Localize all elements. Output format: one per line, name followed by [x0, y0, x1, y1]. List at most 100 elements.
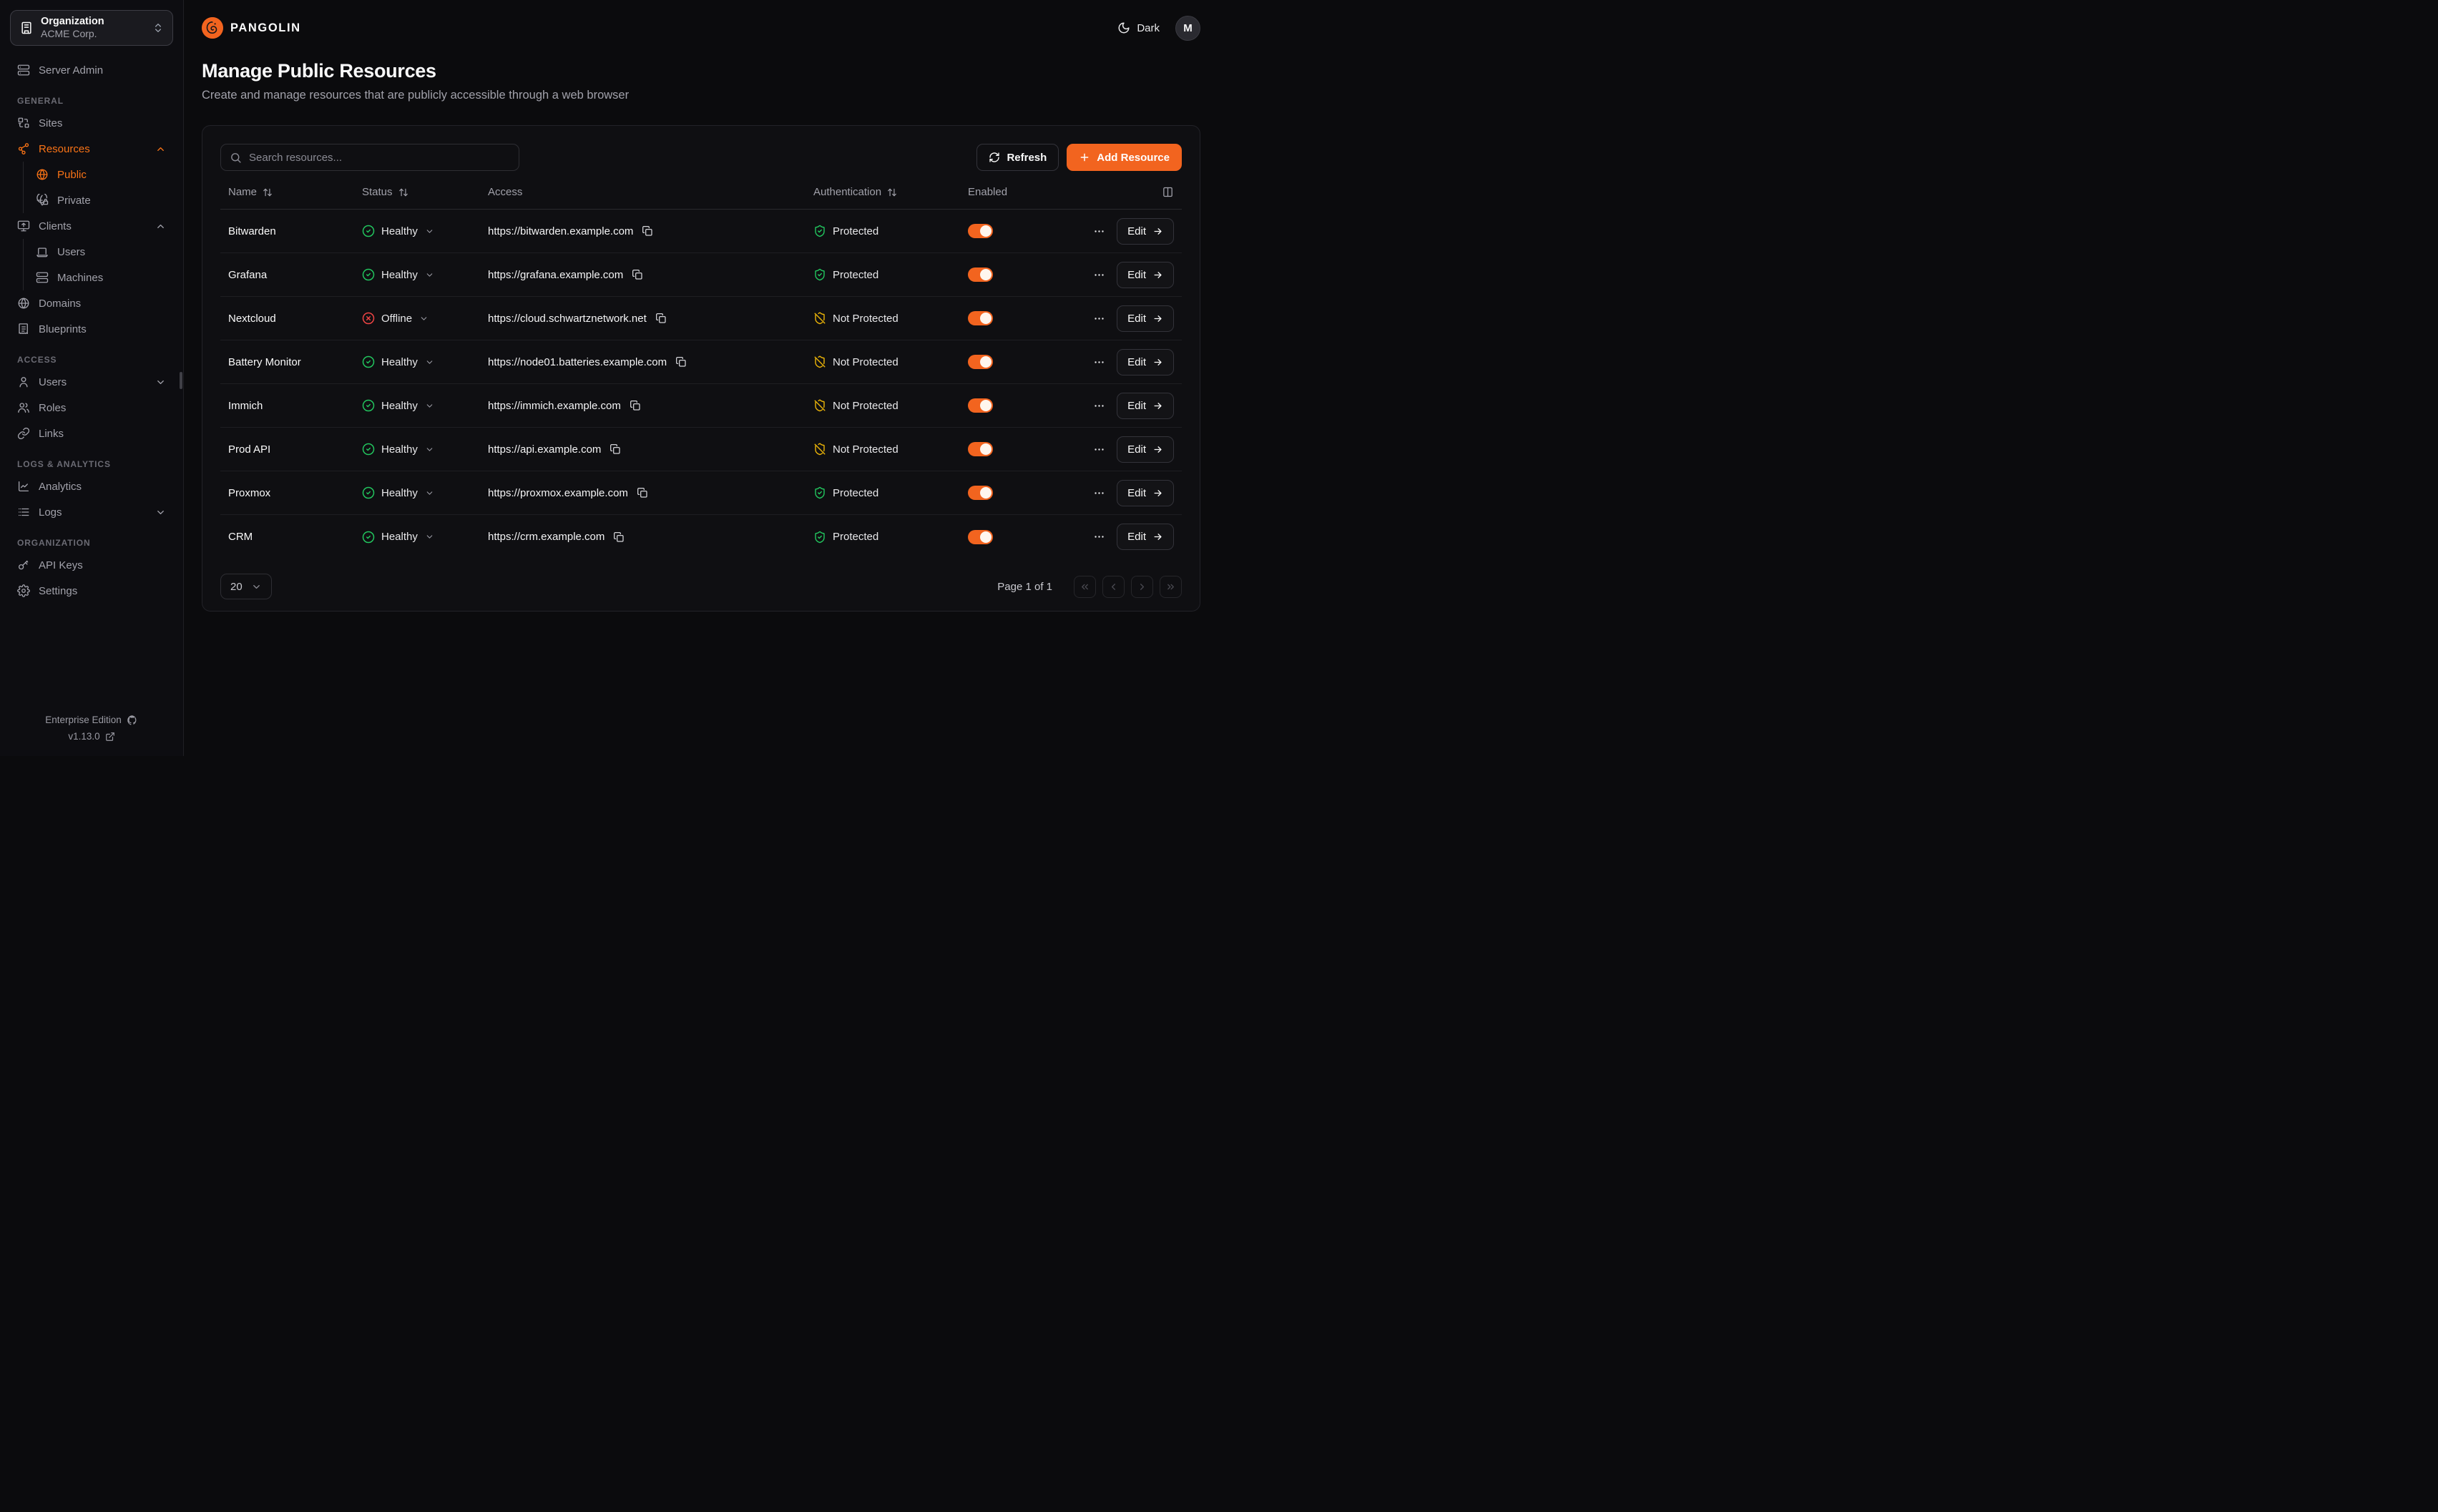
row-menu-button[interactable]: [1093, 400, 1105, 412]
brand-name: PANGOLIN: [230, 21, 301, 34]
column-header-status: Status: [362, 186, 393, 198]
edition-line[interactable]: Enterprise Edition: [0, 712, 183, 728]
last-page-button[interactable]: [1160, 575, 1182, 598]
edit-button[interactable]: Edit: [1117, 479, 1174, 506]
status-cell[interactable]: Offline: [362, 312, 488, 325]
column-settings-icon[interactable]: [1162, 186, 1174, 198]
search-input[interactable]: [249, 151, 510, 164]
arrow-right-icon: [1152, 444, 1163, 455]
laptop-icon: [36, 245, 49, 258]
sidebar-scrollbar-thumb[interactable]: [180, 372, 182, 389]
edit-button[interactable]: Edit: [1117, 392, 1174, 419]
status-cell[interactable]: Healthy: [362, 355, 488, 368]
enabled-toggle[interactable]: [968, 442, 993, 456]
row-menu-button[interactable]: [1093, 225, 1105, 237]
sidebar-item-sites[interactable]: Sites: [10, 110, 173, 136]
edit-button[interactable]: Edit: [1117, 217, 1174, 245]
org-switcher[interactable]: Organization ACME Corp.: [10, 10, 173, 46]
brand[interactable]: PANGOLIN: [202, 17, 301, 39]
resource-url: https://proxmox.example.com: [488, 486, 628, 499]
edit-button[interactable]: Edit: [1117, 261, 1174, 288]
sidebar-item-blueprints[interactable]: Blueprints: [10, 316, 173, 342]
row-menu-button[interactable]: [1093, 313, 1105, 325]
auth-label: Protected: [833, 531, 879, 543]
refresh-button[interactable]: Refresh: [976, 144, 1059, 171]
enabled-toggle[interactable]: [968, 267, 993, 282]
copy-url-button[interactable]: [642, 225, 653, 237]
copy-url-button[interactable]: [637, 487, 648, 499]
auth-icon: [813, 531, 826, 544]
enabled-toggle[interactable]: [968, 486, 993, 500]
github-icon[interactable]: [127, 715, 138, 726]
pangolin-logo-icon: [202, 17, 223, 39]
sidebar-item-users[interactable]: Users: [10, 369, 173, 395]
table-row: Proxmox Healthy https://proxmox.example.…: [220, 471, 1182, 515]
first-page-button[interactable]: [1074, 575, 1096, 598]
sidebar-item-analytics[interactable]: Analytics: [10, 473, 173, 499]
sidebar-item-api-keys[interactable]: API Keys: [10, 552, 173, 578]
sort-name-icon[interactable]: [263, 187, 273, 197]
copy-url-button[interactable]: [655, 313, 667, 324]
key-icon: [17, 559, 30, 571]
copy-url-button[interactable]: [613, 531, 625, 543]
status-label: Offline: [381, 312, 413, 325]
avatar[interactable]: M: [1175, 15, 1200, 41]
arrow-right-icon: [1152, 488, 1163, 499]
add-resource-button[interactable]: Add Resource: [1067, 144, 1182, 171]
sidebar-item-server-admin[interactable]: Server Admin: [10, 57, 173, 83]
version-line[interactable]: v1.13.0: [0, 728, 183, 745]
status-cell[interactable]: Healthy: [362, 486, 488, 499]
server-icon: [17, 64, 30, 77]
sidebar-item-resources[interactable]: Resources: [10, 136, 173, 162]
copy-url-button[interactable]: [610, 443, 621, 455]
sort-status-icon[interactable]: [398, 187, 408, 197]
sidebar-item-clients[interactable]: Clients: [10, 213, 173, 239]
sort-authentication-icon[interactable]: [887, 187, 897, 197]
enabled-toggle[interactable]: [968, 398, 993, 413]
enabled-toggle[interactable]: [968, 529, 993, 544]
edit-button[interactable]: Edit: [1117, 436, 1174, 463]
next-page-button[interactable]: [1131, 575, 1153, 598]
status-cell[interactable]: Healthy: [362, 225, 488, 237]
auth-icon: [813, 355, 826, 368]
copy-url-button[interactable]: [675, 356, 687, 368]
copy-url-button[interactable]: [630, 400, 641, 411]
enabled-toggle[interactable]: [968, 224, 993, 238]
enabled-toggle[interactable]: [968, 311, 993, 325]
previous-page-button[interactable]: [1102, 575, 1125, 598]
copy-url-button[interactable]: [632, 269, 643, 280]
edit-button[interactable]: Edit: [1117, 524, 1174, 550]
status-cell[interactable]: Healthy: [362, 443, 488, 456]
sidebar-item-client-users[interactable]: Users: [30, 239, 173, 265]
org-label: Organization: [41, 16, 104, 28]
status-icon: [362, 225, 375, 237]
sidebar-item-private[interactable]: Private: [30, 187, 173, 213]
chevron-down-icon: [425, 401, 434, 411]
edit-button[interactable]: Edit: [1117, 348, 1174, 375]
sidebar-item-public[interactable]: Public: [30, 162, 173, 187]
status-label: Healthy: [381, 268, 418, 281]
status-cell[interactable]: Healthy: [362, 531, 488, 544]
enabled-toggle[interactable]: [968, 355, 993, 369]
sidebar-item-roles[interactable]: Roles: [10, 395, 173, 421]
sidebar-item-domains[interactable]: Domains: [10, 290, 173, 316]
sidebar-item-logs[interactable]: Logs: [10, 499, 173, 525]
row-menu-button[interactable]: [1093, 531, 1105, 543]
status-label: Healthy: [381, 486, 418, 499]
table-row: Bitwarden Healthy https://bitwarden.exam…: [220, 210, 1182, 253]
page-size-select[interactable]: 20: [220, 574, 272, 599]
row-menu-button[interactable]: [1093, 443, 1105, 456]
row-menu-button[interactable]: [1093, 487, 1105, 499]
sidebar-item-settings[interactable]: Settings: [10, 578, 173, 604]
chevron-down-icon: [419, 314, 429, 323]
status-cell[interactable]: Healthy: [362, 399, 488, 412]
sidebar-item-links[interactable]: Links: [10, 421, 173, 446]
edit-button[interactable]: Edit: [1117, 305, 1174, 332]
theme-toggle[interactable]: Dark: [1117, 21, 1160, 34]
sidebar-item-machines[interactable]: Machines: [30, 265, 173, 290]
row-menu-button[interactable]: [1093, 269, 1105, 281]
resource-name: Grafana: [228, 268, 268, 281]
arrow-right-icon: [1152, 531, 1163, 542]
status-cell[interactable]: Healthy: [362, 268, 488, 281]
row-menu-button[interactable]: [1093, 356, 1105, 368]
